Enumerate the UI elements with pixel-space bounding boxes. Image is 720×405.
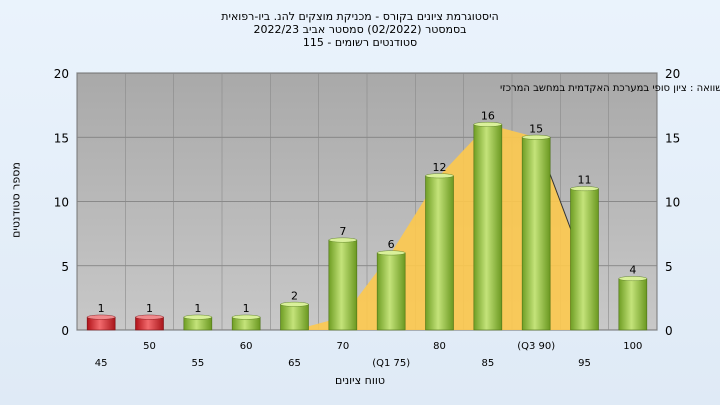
- x-tick-label: 80: [433, 341, 446, 352]
- chart-title-line3: סטודנטים רשומים - 115: [302, 36, 418, 49]
- bar-value-label: 11: [578, 174, 592, 187]
- bar-top: [376, 250, 406, 256]
- bar-100: [618, 278, 648, 331]
- chart-annotation: בהשוואה : ציון סופי במערכת האקדמית במחשב…: [500, 83, 720, 94]
- bar-value-label: 4: [629, 264, 636, 277]
- bar-top: [473, 122, 503, 127]
- y-tick-right: 10: [665, 196, 680, 210]
- y-tick-left: 15: [54, 131, 69, 145]
- x-tick-label: 100: [623, 341, 642, 352]
- y-tick-left: 20: [54, 67, 69, 81]
- bar-70: [328, 239, 358, 331]
- chart-title-line2: בסמסטר (02/2022) סמסטר אביב 2022/23: [253, 23, 467, 36]
- y-tick-left: 10: [54, 196, 69, 210]
- x-tick-label: 70: [336, 341, 349, 352]
- bar-Q390: [521, 136, 551, 331]
- x-tick-label: 60: [240, 341, 253, 352]
- chart-titles: היסטוגרמת ציונים בקורס - מכניקת מוצקים ל…: [0, 10, 720, 49]
- y-tick-right: 20: [665, 67, 680, 81]
- bar-Q175: [376, 252, 406, 331]
- y-tick-right: 0: [665, 324, 673, 338]
- bar-95: [570, 188, 599, 331]
- bar-top: [521, 134, 551, 140]
- bar-65: [280, 303, 309, 331]
- x-tick-label: 65: [288, 358, 301, 369]
- bar-top: [618, 276, 648, 281]
- y-tick-right: 15: [665, 131, 680, 145]
- x-axis-label: טווח ציונים: [335, 374, 385, 387]
- bar-value-label: 1: [146, 302, 153, 315]
- bar-85: [473, 124, 503, 331]
- x-tick-label: 55: [191, 358, 204, 369]
- x-tick-label: 85: [481, 358, 494, 369]
- bar-80: [425, 175, 454, 331]
- bar-top: [86, 314, 116, 320]
- bar-value-label: 7: [339, 225, 346, 238]
- bar-value-label: 1: [243, 302, 250, 315]
- bar-value-label: 1: [194, 302, 201, 315]
- bar-value-label: 6: [388, 238, 395, 251]
- bar-top: [231, 314, 261, 320]
- y-axis-label: מספר סטודנטים: [9, 162, 23, 238]
- bar-value-label: 12: [433, 161, 447, 174]
- x-tick-label: 45: [95, 358, 108, 369]
- y-tick-right: 5: [665, 260, 673, 274]
- x-tick-label: 95: [578, 358, 591, 369]
- x-tick-label: (Q1 75): [372, 358, 410, 369]
- x-tick-label: 50: [143, 341, 156, 352]
- bar-top: [183, 314, 213, 320]
- bar-top: [135, 314, 164, 320]
- bar-top: [425, 173, 454, 179]
- y-tick-left: 0: [61, 324, 69, 338]
- x-tick-label: (Q3 90): [517, 341, 555, 352]
- y-tick-left: 5: [61, 260, 69, 274]
- bar-top: [570, 186, 599, 192]
- bar-top: [328, 237, 358, 243]
- bar-value-label: 1: [98, 302, 105, 315]
- bar-top: [280, 301, 309, 307]
- bar-value-label: 2: [291, 289, 298, 302]
- chart-title-line1: היסטוגרמת ציונים בקורס - מכניקת מוצקים ל…: [221, 10, 499, 23]
- bar-value-label: 15: [529, 122, 543, 135]
- bar-value-label: 16: [481, 109, 495, 122]
